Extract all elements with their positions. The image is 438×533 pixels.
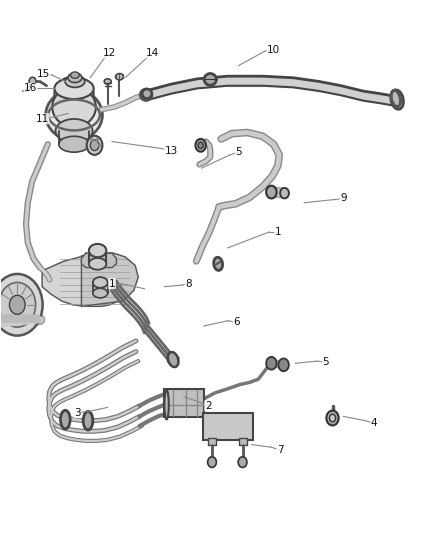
Polygon shape — [363, 91, 381, 103]
Ellipse shape — [89, 244, 106, 257]
FancyBboxPatch shape — [208, 438, 216, 445]
Ellipse shape — [54, 78, 94, 99]
Text: 1: 1 — [109, 279, 115, 288]
Ellipse shape — [168, 352, 178, 367]
Circle shape — [195, 139, 206, 152]
Text: 16: 16 — [24, 83, 37, 93]
Text: 10: 10 — [267, 45, 280, 54]
Text: 7: 7 — [277, 445, 283, 455]
FancyBboxPatch shape — [163, 389, 204, 417]
Polygon shape — [381, 94, 396, 106]
Text: 13: 13 — [164, 146, 177, 156]
Ellipse shape — [89, 258, 106, 270]
Polygon shape — [171, 79, 197, 94]
Text: 8: 8 — [185, 279, 192, 288]
Text: 11: 11 — [35, 114, 49, 124]
Circle shape — [96, 138, 99, 141]
Polygon shape — [341, 86, 363, 101]
Circle shape — [198, 142, 203, 149]
Text: 1: 1 — [275, 227, 281, 237]
Text: 3: 3 — [74, 408, 81, 418]
Circle shape — [326, 410, 339, 425]
Circle shape — [99, 144, 101, 147]
Text: 15: 15 — [37, 69, 50, 79]
Circle shape — [266, 185, 277, 198]
Circle shape — [87, 136, 102, 155]
Ellipse shape — [204, 74, 216, 85]
Polygon shape — [197, 76, 228, 88]
Ellipse shape — [65, 76, 85, 87]
Ellipse shape — [56, 119, 92, 143]
Text: 9: 9 — [340, 193, 347, 204]
Text: 5: 5 — [323, 357, 329, 367]
Circle shape — [29, 77, 36, 86]
Text: 5: 5 — [235, 147, 242, 157]
Circle shape — [90, 140, 99, 151]
Polygon shape — [42, 255, 134, 306]
Circle shape — [266, 357, 277, 369]
Ellipse shape — [54, 76, 94, 111]
Circle shape — [238, 457, 247, 467]
Polygon shape — [149, 84, 171, 100]
Circle shape — [208, 457, 216, 467]
Text: 14: 14 — [146, 48, 159, 58]
Ellipse shape — [142, 89, 152, 99]
Polygon shape — [293, 78, 319, 91]
Ellipse shape — [116, 74, 124, 80]
Ellipse shape — [104, 79, 111, 84]
Ellipse shape — [214, 257, 223, 270]
Ellipse shape — [391, 90, 403, 109]
Circle shape — [91, 138, 93, 141]
Text: 6: 6 — [233, 317, 240, 327]
Ellipse shape — [141, 90, 152, 100]
Ellipse shape — [46, 90, 102, 140]
Text: 4: 4 — [371, 418, 377, 429]
Ellipse shape — [93, 277, 108, 288]
Circle shape — [280, 188, 289, 198]
FancyBboxPatch shape — [239, 438, 247, 445]
Polygon shape — [81, 253, 138, 306]
Polygon shape — [228, 76, 263, 86]
Ellipse shape — [83, 411, 93, 430]
Ellipse shape — [93, 288, 108, 298]
Polygon shape — [263, 76, 293, 87]
Circle shape — [0, 274, 42, 336]
Polygon shape — [319, 82, 341, 95]
Ellipse shape — [71, 72, 79, 78]
Ellipse shape — [52, 87, 96, 127]
Circle shape — [279, 359, 289, 371]
Ellipse shape — [164, 390, 169, 419]
Text: 12: 12 — [102, 48, 116, 58]
Ellipse shape — [60, 410, 70, 429]
FancyBboxPatch shape — [203, 413, 253, 440]
Ellipse shape — [59, 136, 89, 152]
Polygon shape — [81, 253, 117, 268]
Circle shape — [10, 295, 25, 314]
Ellipse shape — [68, 73, 82, 83]
Circle shape — [329, 414, 336, 422]
Circle shape — [0, 282, 35, 327]
Text: 2: 2 — [205, 401, 212, 411]
